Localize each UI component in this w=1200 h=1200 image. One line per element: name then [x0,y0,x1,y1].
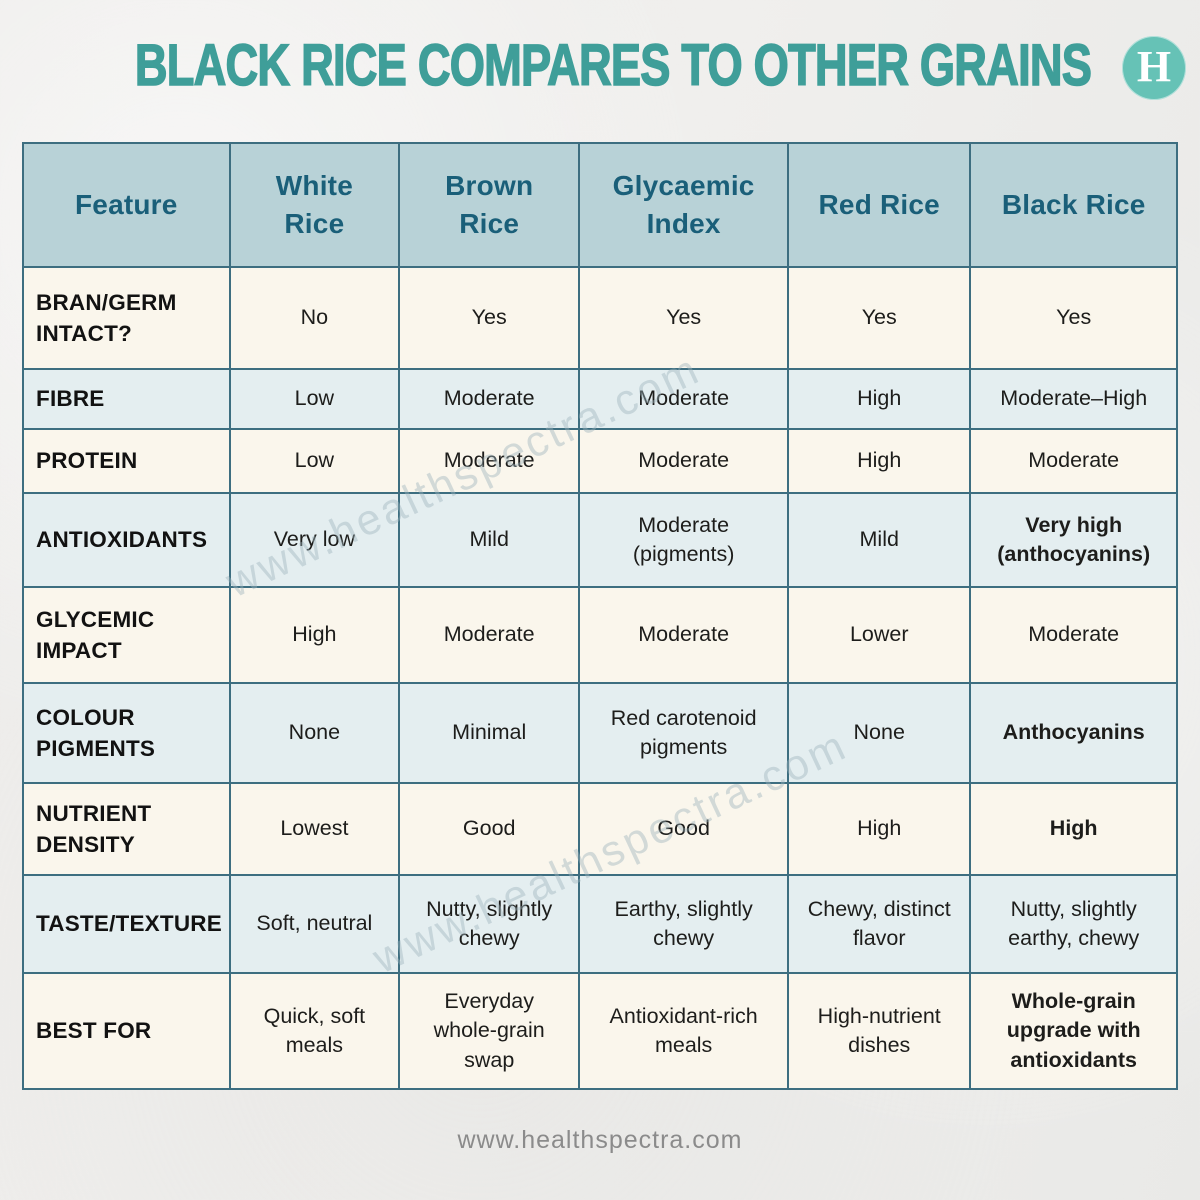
table-cell: Lowest [228,782,401,876]
page-title: BLACK RICE COMPARES TO OTHER GRAINS [0,32,1200,99]
table-cell: Good [398,782,581,876]
table-cell: Anthocyanins [969,682,1178,784]
table-cell: Yes [787,266,972,370]
table-cell: Everyday whole-grain swap [398,972,581,1090]
table-cell: Lower [787,586,972,684]
table-cell: High-nutrient dishes [787,972,972,1090]
table-head: Feature White Rice Brown Rice Glycaemic Ind… [22,142,1178,268]
table-cell: Very low [228,492,401,588]
table-cell: Very high (anthocyanins) [969,492,1178,588]
table-cell: Low [228,428,401,494]
healthspectra-logo: H [1122,36,1186,100]
feature-label: FIBRE [22,368,231,430]
column-header: Red Rice [787,142,972,268]
masthead: BLACK RICE COMPARES TO OTHER GRAINS H [0,0,1200,142]
feature-label: ANTIOXIDANTS [22,492,231,588]
table-row: NUTRIENT DENSITY Lowest Good Good High High [22,782,1178,876]
footer-url: www.healthspectra.com [457,1126,743,1154]
table-cell: Low [228,368,401,430]
logo-letter-h: H [1136,42,1172,91]
table-cell: Nutty, slightly earthy, chewy [969,874,1178,974]
table-cell: Moderate [398,368,581,430]
feature-label: TASTE/TEXTURE [22,874,231,974]
table-cell: Moderate [969,586,1178,684]
column-header: White Rice [228,142,401,268]
column-header: Black Rice [969,142,1178,268]
table-cell: Quick, soft meals [228,972,401,1090]
table-cell: Moderate [969,428,1178,494]
table-row: TASTE/TEXTURE Soft, neutral Nutty, slightl… [22,874,1178,974]
table-cell: Yes [578,266,790,370]
header-row: Feature White Rice Brown Rice Glycaemic Ind… [22,142,1178,268]
table-cell: Moderate [578,428,790,494]
feature-label: NUTRIENT DENSITY [22,782,231,876]
table-row: BEST FOR Quick, soft meals Everyday whole-… [22,972,1178,1090]
column-header: Feature [22,142,231,268]
table-row: GLYCEMIC IMPACT High Moderate Moderate Lower… [22,586,1178,684]
table-cell: Moderate–High [969,368,1178,430]
column-header: Glycaemic Index [578,142,790,268]
feature-label: GLYCEMIC IMPACT [22,586,231,684]
table-cell: Whole-grain upgrade with antioxidants [969,972,1178,1090]
table-cell: High [787,782,972,876]
table-cell: None [228,682,401,784]
table-cell: Mild [787,492,972,588]
page-title-text: BLACK RICE COMPARES TO OTHER GRAINS [134,32,1092,99]
comparison-table: Feature White Rice Brown Rice Glycaemic Ind… [22,142,1178,1090]
table-cell: High [787,368,972,430]
table-cell: Earthy, slightly chewy [578,874,790,974]
table-cell: Mild [398,492,581,588]
feature-label: PROTEIN [22,428,231,494]
table-cell: Minimal [398,682,581,784]
table-cell: Antioxidant-rich meals [578,972,790,1090]
table-cell: Soft, neutral [228,874,401,974]
table-cell: Yes [969,266,1178,370]
table-cell: None [787,682,972,784]
table-row: BRAN/GERM INTACT? No Yes Yes Yes Yes [22,266,1178,370]
table-row: COLOUR PIGMENTS None Minimal Red carotenoid… [22,682,1178,784]
feature-label: COLOUR PIGMENTS [22,682,231,784]
table-cell: High [969,782,1178,876]
table-body: BRAN/GERM INTACT? No Yes Yes Yes Yes FIBRE Low M… [22,266,1178,1090]
table-cell: Moderate [398,586,581,684]
feature-label: BEST FOR [22,972,231,1090]
table-cell: Good [578,782,790,876]
table-cell: Moderate [578,586,790,684]
table-cell: Moderate [578,368,790,430]
table-cell: No [228,266,401,370]
table-cell: Moderate (pigments) [578,492,790,588]
table-cell: High [787,428,972,494]
table-row: ANTIOXIDANTS Very low Mild Moderate (pigmen… [22,492,1178,588]
table-cell: Chewy, distinct flavor [787,874,972,974]
table-cell: Moderate [398,428,581,494]
table-cell: Yes [398,266,581,370]
feature-label: BRAN/GERM INTACT? [22,266,231,370]
table-cell: High [228,586,401,684]
table-row: FIBRE Low Moderate Moderate High Moderate–Hig… [22,368,1178,430]
table-row: PROTEIN Low Moderate Moderate High Moderate [22,428,1178,494]
table-cell: Nutty, slightly chewy [398,874,581,974]
table-cell: Red carotenoid pigments [578,682,790,784]
column-header: Brown Rice [398,142,581,268]
